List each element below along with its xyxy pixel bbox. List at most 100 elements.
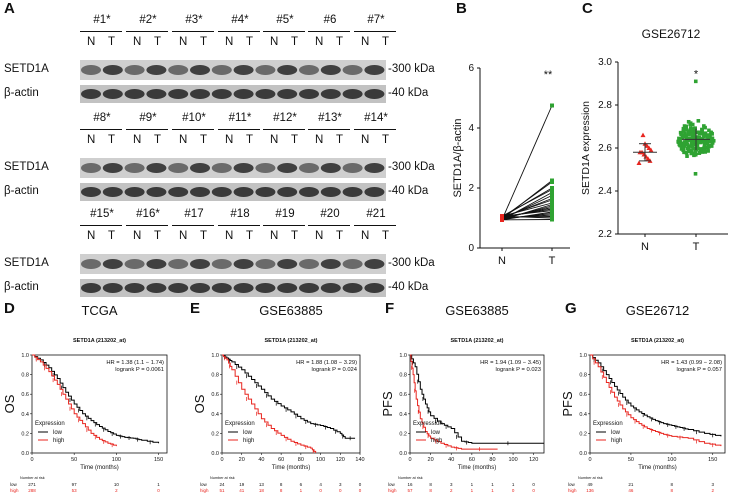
actin-blot-strip	[80, 279, 386, 297]
t-point	[706, 148, 710, 153]
sample-label: #7*	[367, 14, 385, 26]
kda-marker: -40 kDa	[388, 185, 429, 197]
risk-high-count: 18	[259, 488, 265, 493]
blot-band	[233, 89, 254, 99]
km-curve-high	[222, 354, 317, 453]
t-point	[697, 151, 702, 155]
risk-header: Number at risk	[578, 476, 603, 480]
actin-row-label: β-actin	[4, 185, 39, 197]
km-curve-low	[222, 354, 356, 439]
t-point	[550, 190, 554, 195]
panel-label-d: D	[4, 300, 15, 317]
y-tick-label: 0.8	[211, 373, 219, 379]
legend-low-label: low	[611, 430, 621, 436]
lane-t-label: T	[154, 36, 162, 48]
x-tick-label: 80	[489, 457, 495, 463]
blot-band	[81, 187, 101, 197]
blot-band	[81, 283, 101, 293]
blot-band	[299, 187, 319, 197]
panel-label-f: F	[385, 300, 395, 317]
t-point	[698, 148, 703, 153]
t-point	[707, 128, 711, 133]
legend-low-label: low	[53, 430, 63, 436]
t-point	[702, 131, 707, 136]
risk-high-count: 0	[157, 488, 160, 493]
t-point	[688, 138, 693, 142]
t-point	[550, 217, 554, 222]
y-tick-label: 0.0	[21, 451, 29, 457]
risk-high-count: 2	[711, 488, 714, 493]
y-tick-label: 1.0	[579, 353, 587, 359]
lane-n-label: N	[179, 134, 188, 146]
y-tick-label: 2.8	[598, 100, 612, 111]
t-point	[677, 142, 682, 147]
n-point	[500, 217, 504, 222]
legend-low-label: low	[243, 430, 253, 436]
blot-band	[146, 187, 167, 197]
lane-n-label: N	[133, 134, 142, 146]
lane-n-label: N	[87, 134, 96, 146]
km-plot-gse63885-pfs: GSE63885 SETD1A (213202_at) 0.0 0.2 0.4 0.6 0.…	[380, 305, 545, 493]
t-point	[702, 148, 707, 153]
blot-band	[190, 65, 210, 75]
t-point	[685, 138, 689, 143]
sample-label: #16*	[136, 208, 160, 220]
t-point	[550, 187, 554, 192]
legend-high-label: high	[611, 438, 622, 444]
logrank-p: logrank P = 0.023	[496, 367, 542, 373]
blot-band	[190, 187, 210, 197]
t-point	[708, 139, 713, 144]
lane-n-label: N	[315, 230, 324, 242]
y-tick-label: 0.2	[399, 431, 407, 437]
risk-high-count: 51	[219, 488, 225, 493]
blot-band	[124, 65, 145, 75]
blot-band	[146, 89, 167, 99]
x-axis-label: Time (months)	[458, 465, 496, 471]
x-tick-label: 50	[628, 457, 634, 463]
x-tick-label: 120	[336, 457, 345, 463]
lane-t-label: T	[200, 230, 208, 242]
sample-underline	[126, 129, 168, 130]
blot-band	[124, 163, 145, 173]
sample-underline	[80, 31, 122, 32]
y-tick-label: 3.0	[598, 57, 612, 68]
blot-band	[211, 65, 232, 75]
setd1a-blot-strip	[80, 254, 386, 274]
x-tick-label: 60	[469, 457, 475, 463]
t-point	[687, 146, 691, 151]
risk-low-count: 1	[512, 482, 515, 487]
risk-high-count: 1	[300, 488, 303, 493]
x-tick-label: 50	[71, 457, 77, 463]
blot-band	[81, 163, 101, 173]
t-point	[686, 129, 691, 133]
sample-underline	[308, 225, 350, 226]
t-point	[681, 126, 686, 131]
lane-n-label: N	[87, 230, 96, 242]
sample-label: #2*	[139, 14, 157, 26]
t-point	[688, 121, 693, 125]
t-point	[696, 119, 701, 123]
t-point	[692, 146, 696, 151]
chart-title: GSE26712	[642, 27, 701, 41]
km-plot-gse63885-os: GSE63885 SETD1A (213202_at) 0.0 0.2 0.4 0.6 0.…	[192, 305, 365, 493]
lane-t-label: T	[336, 36, 344, 48]
t-point	[677, 138, 682, 142]
lane-t-label: T	[200, 36, 208, 48]
y-tick-label: 0.4	[579, 412, 587, 418]
x-axis-label: Time (months)	[80, 465, 118, 471]
t-point	[676, 140, 681, 144]
lane-n-label: N	[133, 36, 142, 48]
blot-band	[255, 187, 276, 197]
risk-low-count: 0	[359, 482, 362, 487]
t-point	[686, 119, 691, 124]
sample-label: #17	[184, 208, 204, 220]
lane-t-label: T	[336, 134, 344, 146]
km-subtitle: SETD1A (213202_at)	[451, 338, 504, 344]
y-tick-label: 0.0	[579, 451, 587, 457]
sample-underline	[354, 129, 396, 130]
t-point	[684, 133, 688, 138]
sample-label: #21	[366, 208, 386, 220]
risk-low-count: 19	[239, 482, 245, 487]
sample-label: #3*	[185, 14, 203, 26]
lane-t-label: T	[246, 36, 254, 48]
